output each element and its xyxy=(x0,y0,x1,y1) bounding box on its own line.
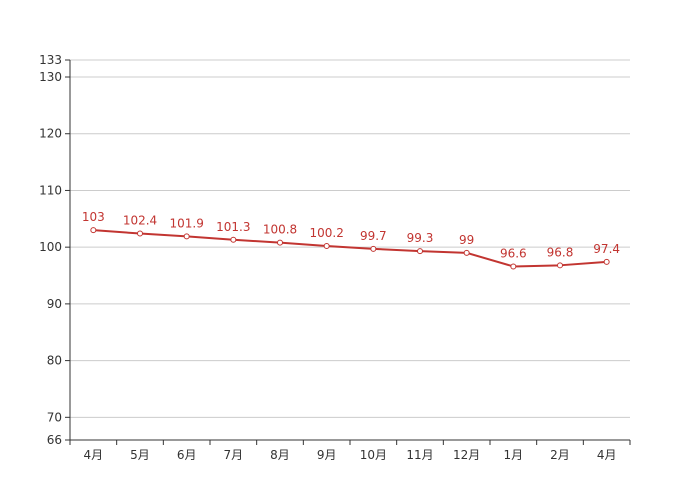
data-label: 100.8 xyxy=(263,223,297,237)
data-point xyxy=(137,230,143,237)
y-tick-label: 70 xyxy=(47,410,62,424)
data-point xyxy=(90,227,97,234)
x-tick-label: 7月 xyxy=(224,448,244,462)
data-label: 101.9 xyxy=(169,216,203,230)
data-label: 99.7 xyxy=(360,229,387,243)
grid-layer xyxy=(70,59,630,418)
x-tick-label: 9月 xyxy=(317,448,337,462)
y-tick-label: 66 xyxy=(47,433,62,447)
y-tick-label: 100 xyxy=(39,240,62,254)
data-label: 101.3 xyxy=(216,220,250,234)
data-point xyxy=(417,248,423,255)
data-label-layer: 103 102.4 101.9 101.3 100.8 100.2 99.7 99.3 99 96… xyxy=(82,210,620,260)
data-label: 100.2 xyxy=(309,226,343,240)
series-layer xyxy=(90,227,610,270)
series-line xyxy=(93,229,607,268)
data-point xyxy=(463,249,470,256)
x-tick-label: 4月 xyxy=(597,448,617,462)
y-tick-label: 130 xyxy=(39,70,62,84)
y-tick-label: 90 xyxy=(47,297,62,311)
data-point xyxy=(603,258,610,265)
data-point xyxy=(323,243,330,250)
y-tick-label: 110 xyxy=(39,183,62,197)
x-tick-label: 8月 xyxy=(270,448,290,462)
x-tick-label: 2月 xyxy=(550,448,570,462)
data-label: 96.8 xyxy=(547,245,574,259)
data-label: 102.4 xyxy=(123,214,157,228)
axis-layer: 66 70 80 90 100 110 120 130 133 4月 5月 6月 7月 8月 9月 10月 11… xyxy=(39,53,631,462)
data-point xyxy=(183,233,190,240)
y-tick-label: 133 xyxy=(39,53,62,67)
y-tick-label: 80 xyxy=(47,354,62,368)
x-tick-label: 12月 xyxy=(453,448,480,462)
data-point xyxy=(510,263,517,270)
data-point xyxy=(230,236,237,243)
data-point xyxy=(557,262,563,269)
data-point xyxy=(370,245,377,252)
x-tick-label: 5月 xyxy=(130,448,150,462)
data-point xyxy=(277,239,283,246)
x-tick-label: 11月 xyxy=(406,448,433,462)
data-label: 103 xyxy=(82,210,105,224)
x-tick-label: 4月 xyxy=(84,448,104,462)
x-tick-label: 10月 xyxy=(360,448,387,462)
x-tick-label: 1月 xyxy=(504,448,524,462)
data-label: 99.3 xyxy=(407,231,434,245)
x-tick-label: 6月 xyxy=(177,448,197,462)
data-label: 96.6 xyxy=(500,246,527,260)
y-tick-label: 120 xyxy=(39,127,62,141)
data-label: 99 xyxy=(459,233,474,247)
data-label: 97.4 xyxy=(593,242,620,256)
